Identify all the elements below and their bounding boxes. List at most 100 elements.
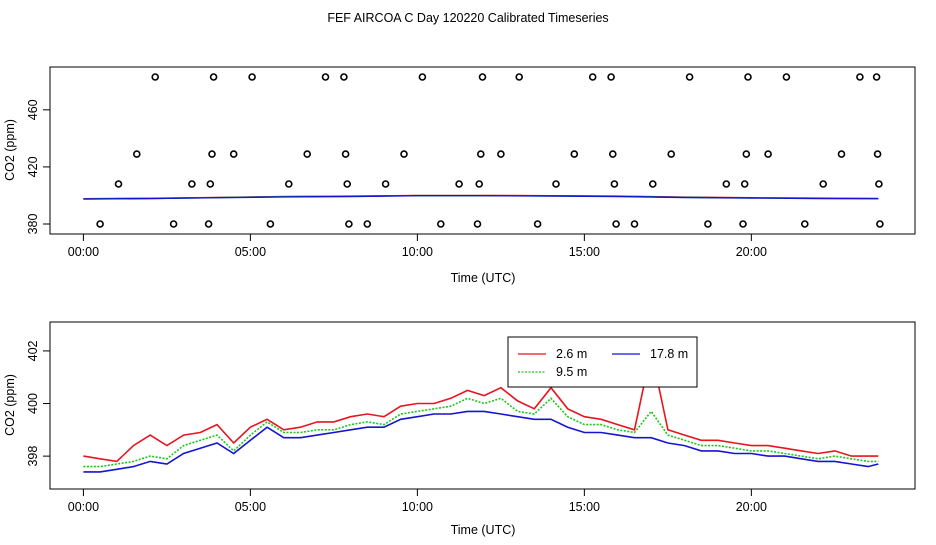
outlier-point xyxy=(588,73,597,81)
legend-box xyxy=(507,336,698,388)
top-baseline-line-2 xyxy=(83,194,879,200)
outlier-point xyxy=(341,150,350,158)
outlier-point xyxy=(400,150,408,158)
outlier-point xyxy=(607,73,615,81)
outlier-point xyxy=(343,180,352,188)
outlier-point xyxy=(381,180,390,188)
outlier-point xyxy=(478,73,487,81)
bottom-x-tick-label: 10:00 xyxy=(402,500,433,514)
top-x-tick-label: 00:00 xyxy=(68,245,99,259)
top-baseline-series xyxy=(83,194,879,200)
top-x-tick-label: 20:00 xyxy=(736,245,767,259)
top-x-tick-label: 10:00 xyxy=(402,245,433,259)
outlier-point xyxy=(742,150,751,158)
outlier-point xyxy=(819,180,828,188)
top-outlier-points xyxy=(96,73,884,228)
outlier-point xyxy=(608,150,617,158)
legend-label-9-5m: 9.5 m xyxy=(556,365,587,379)
outlier-point xyxy=(284,180,293,188)
legend-label-17-8m: 17.8 m xyxy=(650,347,688,361)
top-x-axis-label: Time (UTC) xyxy=(451,271,516,285)
outlier-point xyxy=(667,150,676,158)
legend-label-2-6m: 2.6 m xyxy=(556,347,587,361)
outlier-point xyxy=(418,73,427,81)
top-panel: 00:00 05:00 10:00 15:00 20:00 380 420 460 Time… xyxy=(3,66,916,285)
series-line-2-6-m xyxy=(83,350,879,463)
outlier-point xyxy=(475,180,484,188)
outlier-point xyxy=(800,220,809,228)
bottom-y-axis-label: CO2 (ppm) xyxy=(3,374,17,436)
bottom-x-axis-label: Time (UTC) xyxy=(451,523,516,537)
top-y-tick-label: 460 xyxy=(26,99,40,120)
outlier-point xyxy=(321,73,330,81)
outlier-point xyxy=(873,150,882,158)
top-y-tick-label: 420 xyxy=(26,156,40,177)
outlier-point xyxy=(436,220,445,228)
outlier-point xyxy=(740,180,749,188)
outlier-point xyxy=(151,73,159,81)
outlier-point xyxy=(872,73,881,81)
outlier-point xyxy=(782,73,791,81)
top-x-tick-label: 05:00 xyxy=(235,245,266,259)
bottom-x-tick-label: 00:00 xyxy=(68,500,99,514)
top-x-axis: 00:00 05:00 10:00 15:00 20:00 xyxy=(68,234,767,259)
bottom-plot-frame xyxy=(49,321,916,490)
top-y-tick-label: 380 xyxy=(26,214,40,235)
outlier-point xyxy=(739,220,747,228)
outlier-point xyxy=(648,180,657,188)
outlier-point xyxy=(570,150,579,158)
bottom-x-tick-label: 15:00 xyxy=(569,500,600,514)
series-line-9-5-m xyxy=(83,397,879,468)
bottom-x-tick-label: 20:00 xyxy=(736,500,767,514)
outlier-point xyxy=(497,150,505,158)
outlier-point xyxy=(722,180,731,188)
outlier-point xyxy=(455,180,463,188)
bottom-y-axis: 398 400 402 xyxy=(26,340,50,467)
outlier-point xyxy=(476,150,485,158)
outlier-point xyxy=(209,73,218,81)
outlier-point xyxy=(229,150,238,158)
chart-title: FEF AIRCOA C Day 120220 Calibrated Times… xyxy=(327,11,608,25)
legend: 2.6 m 9.5 m 17.8 m xyxy=(507,336,698,388)
outlier-point xyxy=(169,220,178,228)
outlier-point xyxy=(133,150,141,158)
outlier-point xyxy=(114,180,123,188)
outlier-point xyxy=(612,220,620,228)
bottom-series-lines xyxy=(83,350,879,473)
bottom-panel: 00:00 05:00 10:00 15:00 20:00 398 400 402 2.6 … xyxy=(3,321,916,537)
outlier-point xyxy=(188,180,196,188)
outlier-point xyxy=(96,220,104,228)
outlier-point xyxy=(764,150,772,158)
outlier-point xyxy=(704,220,712,228)
outlier-point xyxy=(685,73,694,81)
outlier-point xyxy=(837,150,846,158)
outlier-point xyxy=(473,220,482,228)
outlier-point xyxy=(363,220,372,228)
outlier-point xyxy=(340,73,348,81)
outlier-point xyxy=(630,220,639,228)
outlier-point xyxy=(744,73,752,81)
outlier-point xyxy=(266,220,275,228)
outlier-point xyxy=(610,180,619,188)
bottom-y-tick-label: 402 xyxy=(26,340,40,361)
outlier-point xyxy=(856,73,864,81)
outlier-point xyxy=(208,150,216,158)
series-line-17-8-m xyxy=(83,410,879,473)
outlier-point xyxy=(248,73,256,81)
outlier-point xyxy=(533,220,542,228)
top-y-axis-label: CO2 (ppm) xyxy=(3,119,17,181)
outlier-point xyxy=(876,220,884,228)
bottom-x-tick-label: 05:00 xyxy=(235,500,266,514)
outlier-point xyxy=(204,220,213,228)
top-y-axis: 380 420 460 xyxy=(26,99,50,234)
outlier-point xyxy=(345,220,353,228)
outlier-point xyxy=(875,180,883,188)
outlier-point xyxy=(515,73,524,81)
bottom-y-tick-label: 400 xyxy=(26,393,40,414)
top-x-tick-label: 15:00 xyxy=(569,245,600,259)
bottom-x-axis: 00:00 05:00 10:00 15:00 20:00 xyxy=(68,489,767,514)
outlier-point xyxy=(206,180,215,188)
bottom-y-tick-label: 398 xyxy=(26,446,40,467)
